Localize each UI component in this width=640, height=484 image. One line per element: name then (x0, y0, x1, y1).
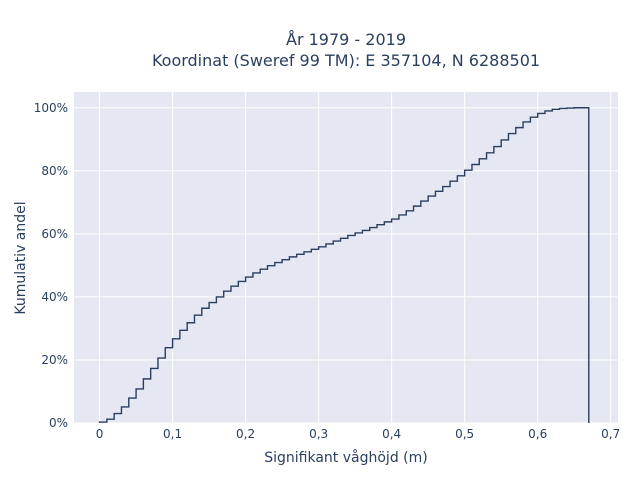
x-tick-label: 0,1 (163, 427, 182, 441)
x-tick-label: 0,4 (382, 427, 401, 441)
y-tick-label: 40% (41, 290, 68, 304)
y-axis-label: Kumulativ andel (13, 201, 29, 314)
cumulative-step-line (98, 107, 590, 423)
x-tick-label: 0 (96, 427, 104, 441)
y-tick-label: 0% (49, 416, 68, 430)
y-tick-label: 80% (41, 164, 68, 178)
chart-subtitle: Koordinat (Sweref 99 TM): E 357104, N 62… (152, 51, 540, 70)
y-tick-label: 60% (41, 227, 68, 241)
plot-area: 0 0,1 0,2 0,3 0,4 0,5 0,6 0,7 0% 20% 40% 60% 80% 100% (34, 92, 620, 441)
x-axis-label: Signifikant våghöjd (m) (264, 449, 427, 466)
chart-title: År 1979 - 2019 (286, 30, 406, 49)
x-tick-label: 0,5 (455, 427, 474, 441)
x-tick-label: 0,6 (528, 427, 547, 441)
y-tick-label: 20% (41, 353, 68, 367)
x-tick-label: 0,3 (309, 427, 328, 441)
x-tick-label: 0,2 (236, 427, 255, 441)
x-tick-label: 0,7 (601, 427, 620, 441)
y-tick-label: 100% (34, 101, 68, 115)
plot-background (74, 92, 618, 423)
